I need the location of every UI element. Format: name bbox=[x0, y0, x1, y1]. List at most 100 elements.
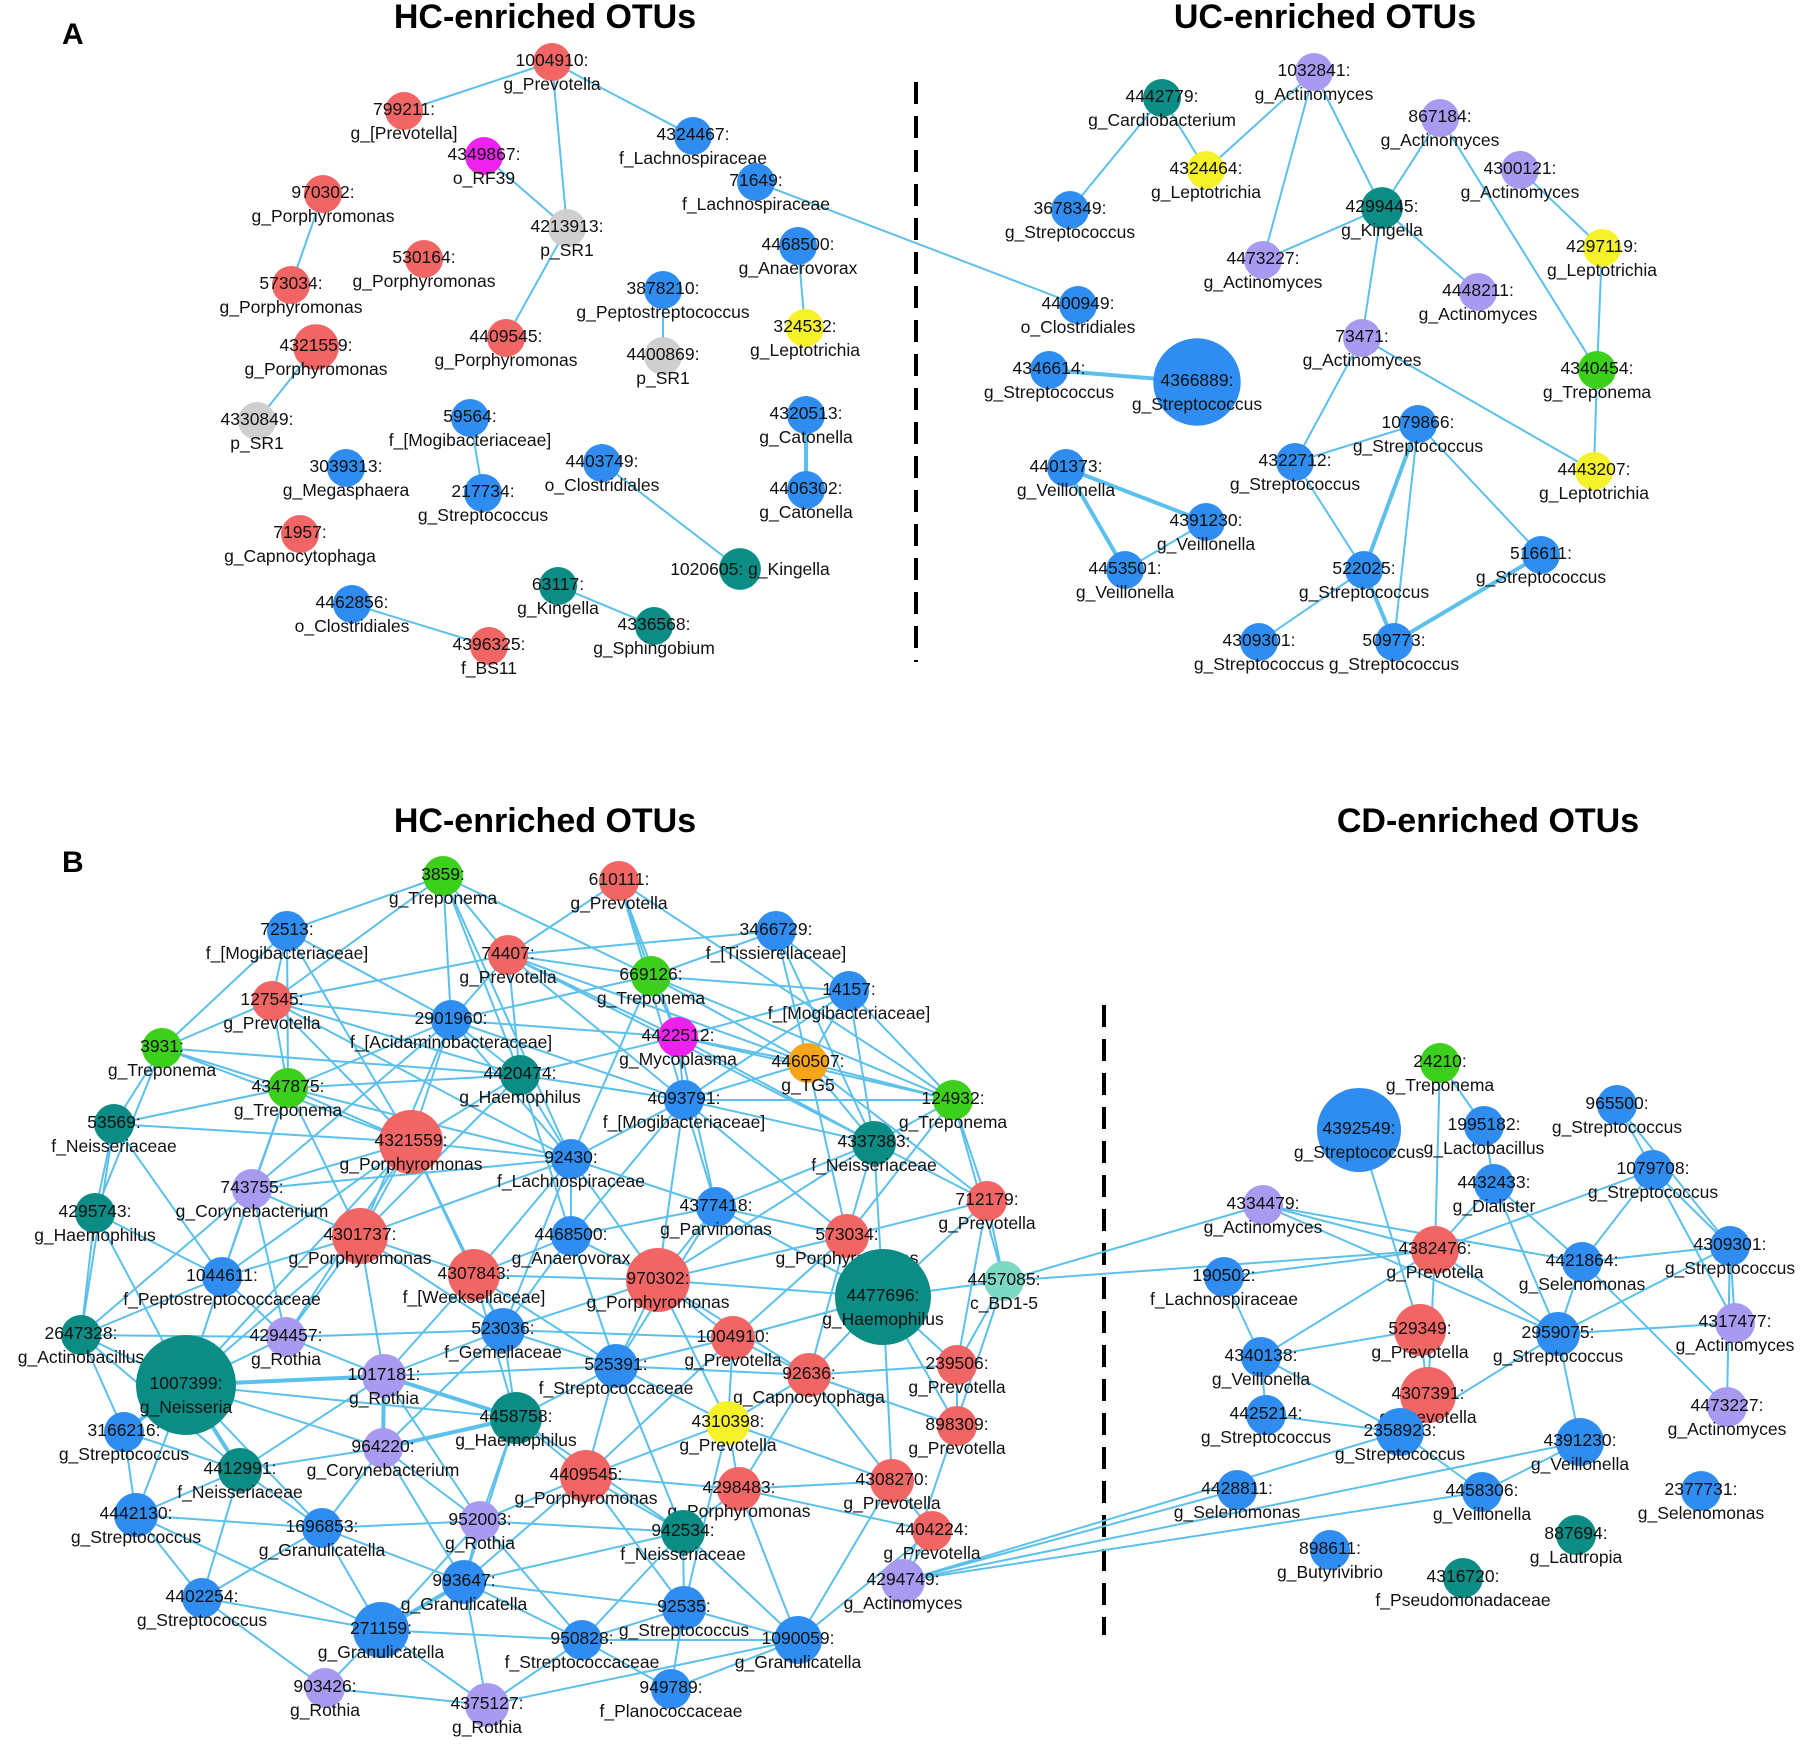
panel-b-edge-124932-573034 bbox=[846, 1099, 954, 1237]
panel-b-node-taxon-4458758: g_Haemophilus bbox=[455, 1430, 577, 1451]
panel-a-node-id-4400949: 4400949: bbox=[1042, 293, 1115, 313]
panel-a-node-taxon-4320513: g_Catonella bbox=[759, 427, 853, 448]
panel-b-node-id-1017181: 1017181: bbox=[348, 1364, 421, 1384]
panel-a-node-4300121: 4300121: g_Actinomyces bbox=[1461, 151, 1580, 203]
panel-b-node-id-127545: 127545: bbox=[240, 989, 303, 1009]
panel-b-node-id-4375127: 4375127: bbox=[451, 1693, 524, 1713]
panel-b-node-taxon-4382476: g_Prevotella bbox=[1386, 1262, 1484, 1283]
panel-a-node-taxon-1004910: g_Prevotella bbox=[503, 74, 601, 95]
panel-b-node-taxon-4391230: g_Veillonella bbox=[1531, 1454, 1630, 1475]
panel-b-node-id-4428811: 4428811: bbox=[1201, 1478, 1273, 1498]
panel-a-node-circle-4320513 bbox=[787, 396, 825, 434]
panel-b-edge-743755-2647328 bbox=[80, 1188, 253, 1336]
panel-b-node-circle-949789 bbox=[651, 1669, 691, 1709]
panel-b-node-1007399: 1007399: g_Neisseria bbox=[136, 1335, 236, 1435]
panel-b-edge-3859-127545 bbox=[271, 875, 444, 1002]
panel-b-node-circle-952003 bbox=[460, 1501, 500, 1541]
panel-b-node-taxon-1090059: g_Granulicatella bbox=[735, 1652, 862, 1673]
panel-b-node-72513: 72513: f_[Mogibacteriaceae] bbox=[206, 911, 368, 964]
panel-b-node-942534: 942534: f_Neisseriaceae bbox=[620, 1510, 746, 1565]
panel-b-node-taxon-529349: g_Prevotella bbox=[1371, 1342, 1469, 1363]
panel-b-node-965500: 965500: g_Streptococcus bbox=[1552, 1085, 1682, 1138]
panel-b-edge-3466729-74407 bbox=[507, 930, 777, 956]
panel-a-node-circle-63117 bbox=[539, 567, 577, 605]
panel-b-node-4294457: 4294457: g_Rothia bbox=[250, 1317, 323, 1370]
panel-a-node-id-1004910: 1004910: bbox=[516, 50, 589, 70]
panel-b-node-id-4321559: 4321559: bbox=[375, 1130, 448, 1150]
panel-a-edge-4299445-4473227 bbox=[1262, 207, 1383, 261]
panel-b-node-circle-1079708 bbox=[1633, 1150, 1673, 1190]
panel-a-node-id-4324464: 4324464: bbox=[1170, 158, 1243, 178]
panel-b-edge-1007399-4458758 bbox=[185, 1384, 517, 1419]
panel-b-node-id-239506: 239506: bbox=[925, 1353, 988, 1373]
panel-b-edge-92430-4301737 bbox=[359, 1158, 572, 1237]
panel-b-edge-3859-2901960 bbox=[442, 875, 452, 1021]
panel-b-node-id-523036: 523036: bbox=[471, 1318, 534, 1338]
panel-b-edge-4093791-92430 bbox=[570, 1099, 685, 1160]
panel-b-node-taxon-4321559: g_Porphyromonas bbox=[340, 1154, 483, 1175]
panel-b-node-taxon-190502: f_Lachnospiraceae bbox=[1150, 1289, 1298, 1310]
panel-b-node-id-4307391: 4307391: bbox=[1392, 1383, 1465, 1403]
panel-a-node-circle-217734 bbox=[464, 474, 502, 512]
panel-b-node-taxon-4409545: g_Porphyromonas bbox=[515, 1488, 658, 1509]
panel-b-right-title: CD-enriched OTUs bbox=[1337, 802, 1639, 840]
panel-b-edge-127545-4420474 bbox=[271, 1000, 521, 1076]
panel-a-node-taxon-867184: g_Actinomyces bbox=[1381, 130, 1500, 151]
panel-b-edge-4442130-271159 bbox=[135, 1514, 382, 1631]
panel-b-node-circle-4301737 bbox=[332, 1208, 388, 1264]
panel-b-node-taxon-239506: g_Prevotella bbox=[908, 1377, 1006, 1398]
panel-b-node-taxon-4093791: f_[Mogibacteriaceae] bbox=[603, 1112, 765, 1133]
panel-a-node-taxon-71957: g_Capnocytophaga bbox=[224, 546, 376, 567]
panel-a-node-circle-4391230 bbox=[1187, 503, 1225, 541]
panel-a-node-id-3678349: 3678349: bbox=[1034, 198, 1107, 218]
panel-b-node-taxon-4317477: g_Actinomyces bbox=[1676, 1335, 1795, 1356]
panel-b-edge-4321559-1044611 bbox=[221, 1141, 412, 1278]
panel-a-node-circle-4468500 bbox=[779, 227, 817, 265]
panel-b-edge-4422512-4377418 bbox=[677, 1036, 717, 1208]
panel-b-node-taxon-4309301: g_Streptococcus bbox=[1665, 1258, 1796, 1279]
panel-a-node-4297119: 4297119: g_Leptotrichia bbox=[1547, 229, 1657, 281]
panel-b-node-id-4307843: 4307843: bbox=[438, 1263, 511, 1283]
panel-b-edge-1017181-525391 bbox=[383, 1365, 617, 1377]
panel-b-node-4375127: 4375127: g_Rothia bbox=[451, 1683, 524, 1738]
panel-b-node-taxon-4375127: g_Rothia bbox=[452, 1717, 522, 1738]
panel-a-node-id-4299445: 4299445: bbox=[1346, 196, 1419, 216]
panel-b-node-id-4402254: 4402254: bbox=[166, 1586, 239, 1606]
panel-b-edge-92430-743755 bbox=[251, 1158, 572, 1190]
panel-b-edge-942534-993647 bbox=[463, 1531, 684, 1583]
panel-a-node-4400949: 4400949: o_Clostridiales bbox=[1021, 286, 1136, 338]
panel-b-edge-712179-239506 bbox=[956, 1200, 988, 1366]
panel-b-node-circle-950828 bbox=[562, 1620, 602, 1660]
panel-b-edge-4347875-53569 bbox=[113, 1087, 289, 1125]
panel-a-node-circle-516611 bbox=[1522, 536, 1560, 574]
panel-b-node-124932: 124932: g_Treponema bbox=[899, 1080, 1007, 1133]
panel-b-edge-72513-2901960 bbox=[286, 930, 452, 1021]
panel-b-node-circle-4337383 bbox=[852, 1121, 896, 1165]
panel-b-edge-4294457-523036 bbox=[285, 1329, 504, 1338]
panel-b-node-4457085: 4457085: c_BD1-5 bbox=[968, 1261, 1041, 1314]
panel-b-node-4402254: 4402254: g_Streptococcus bbox=[137, 1578, 267, 1631]
panel-a-node-taxon-4442779: g_Cardiobacterium bbox=[1088, 110, 1236, 131]
panel-b-node-circle-4402254 bbox=[182, 1578, 222, 1618]
panel-b-node-taxon-1995182: g_Lactobacillus bbox=[1424, 1138, 1545, 1159]
panel-b-edge-92636-4308270 bbox=[808, 1374, 893, 1482]
panel-b-edge-4093791-4468500 bbox=[570, 1099, 685, 1237]
panel-a-node-taxon-4300121: g_Actinomyces bbox=[1461, 182, 1580, 203]
panel-b-node-3166216: 3166216: g_Streptococcus bbox=[59, 1412, 189, 1465]
panel-a-node-taxon-4396325: f_BS11 bbox=[461, 658, 517, 679]
panel-b-edge-4457085-4334479 bbox=[1003, 1204, 1264, 1282]
panel-b-edge-271159-950828 bbox=[380, 1629, 583, 1641]
panel-b-node-669126: 669126: g_Treponema bbox=[597, 956, 705, 1009]
panel-a-node-id-516611: 516611: bbox=[1510, 543, 1572, 563]
panel-b-node-circle-898611 bbox=[1310, 1530, 1350, 1570]
panel-a-node-4346614: 4346614: g_Streptococcus bbox=[984, 351, 1114, 403]
panel-b-node-circle-3931 bbox=[142, 1028, 182, 1068]
panel-b-node-taxon-1017181: g_Rothia bbox=[349, 1388, 419, 1409]
panel-b-node-2647328: 2647328: g_Actinobacillus bbox=[18, 1315, 144, 1368]
panel-b-edge-4321559-1007399 bbox=[185, 1141, 412, 1386]
panel-b-node-circle-4321559 bbox=[379, 1110, 443, 1174]
panel-b-node-id-4468500: 4468500: bbox=[535, 1224, 608, 1244]
panel-a-node-id-4322712: 4322712: bbox=[1259, 450, 1332, 470]
panel-a-node-circle-867184 bbox=[1421, 99, 1459, 137]
panel-b-edge-525391-92636 bbox=[615, 1365, 810, 1376]
